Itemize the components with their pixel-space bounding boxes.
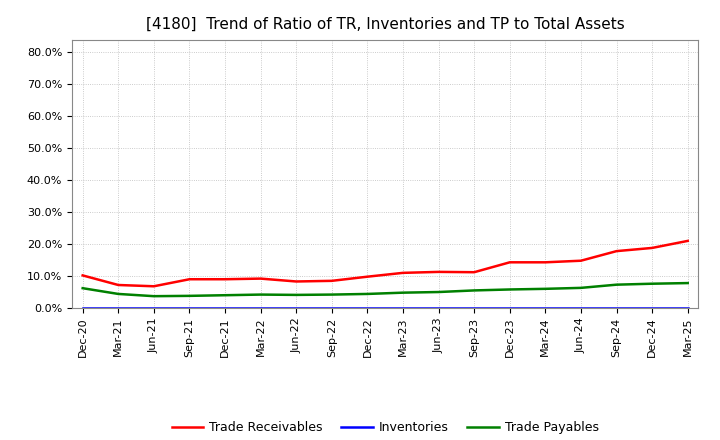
Trade Payables — [114, 291, 122, 297]
Trade Receivables — [292, 279, 300, 284]
Inventories — [114, 305, 122, 310]
Inventories — [434, 305, 443, 310]
Legend: Trade Receivables, Inventories, Trade Payables: Trade Receivables, Inventories, Trade Pa… — [166, 416, 604, 439]
Trade Receivables — [185, 277, 194, 282]
Trade Payables — [78, 286, 87, 291]
Trade Payables — [399, 290, 408, 295]
Inventories — [505, 305, 514, 310]
Trade Receivables — [221, 277, 230, 282]
Inventories — [328, 305, 336, 310]
Trade Receivables — [363, 274, 372, 279]
Trade Receivables — [505, 260, 514, 265]
Trade Receivables — [470, 270, 479, 275]
Line: Trade Payables: Trade Payables — [83, 283, 688, 296]
Inventories — [150, 305, 158, 310]
Inventories — [683, 305, 692, 310]
Inventories — [399, 305, 408, 310]
Trade Payables — [434, 290, 443, 295]
Trade Payables — [256, 292, 265, 297]
Inventories — [78, 305, 87, 310]
Trade Payables — [648, 281, 657, 286]
Title: [4180]  Trend of Ratio of TR, Inventories and TP to Total Assets: [4180] Trend of Ratio of TR, Inventories… — [146, 16, 624, 32]
Trade Receivables — [399, 270, 408, 275]
Trade Payables — [541, 286, 549, 291]
Inventories — [221, 305, 230, 310]
Trade Receivables — [577, 258, 585, 264]
Inventories — [292, 305, 300, 310]
Trade Receivables — [612, 249, 621, 254]
Trade Receivables — [541, 260, 549, 265]
Trade Payables — [292, 292, 300, 297]
Inventories — [648, 305, 657, 310]
Inventories — [185, 305, 194, 310]
Trade Payables — [683, 280, 692, 286]
Trade Receivables — [114, 282, 122, 288]
Trade Receivables — [150, 284, 158, 289]
Trade Payables — [185, 293, 194, 298]
Inventories — [541, 305, 549, 310]
Inventories — [577, 305, 585, 310]
Trade Receivables — [434, 269, 443, 275]
Trade Payables — [577, 285, 585, 290]
Trade Payables — [150, 293, 158, 299]
Trade Payables — [505, 287, 514, 292]
Trade Receivables — [648, 245, 657, 250]
Trade Payables — [328, 292, 336, 297]
Trade Payables — [221, 293, 230, 298]
Inventories — [612, 305, 621, 310]
Inventories — [470, 305, 479, 310]
Trade Receivables — [683, 238, 692, 244]
Trade Payables — [612, 282, 621, 287]
Trade Payables — [470, 288, 479, 293]
Trade Payables — [363, 291, 372, 297]
Trade Receivables — [256, 276, 265, 281]
Inventories — [363, 305, 372, 310]
Inventories — [256, 305, 265, 310]
Line: Trade Receivables: Trade Receivables — [83, 241, 688, 286]
Trade Receivables — [328, 278, 336, 283]
Trade Receivables — [78, 273, 87, 278]
